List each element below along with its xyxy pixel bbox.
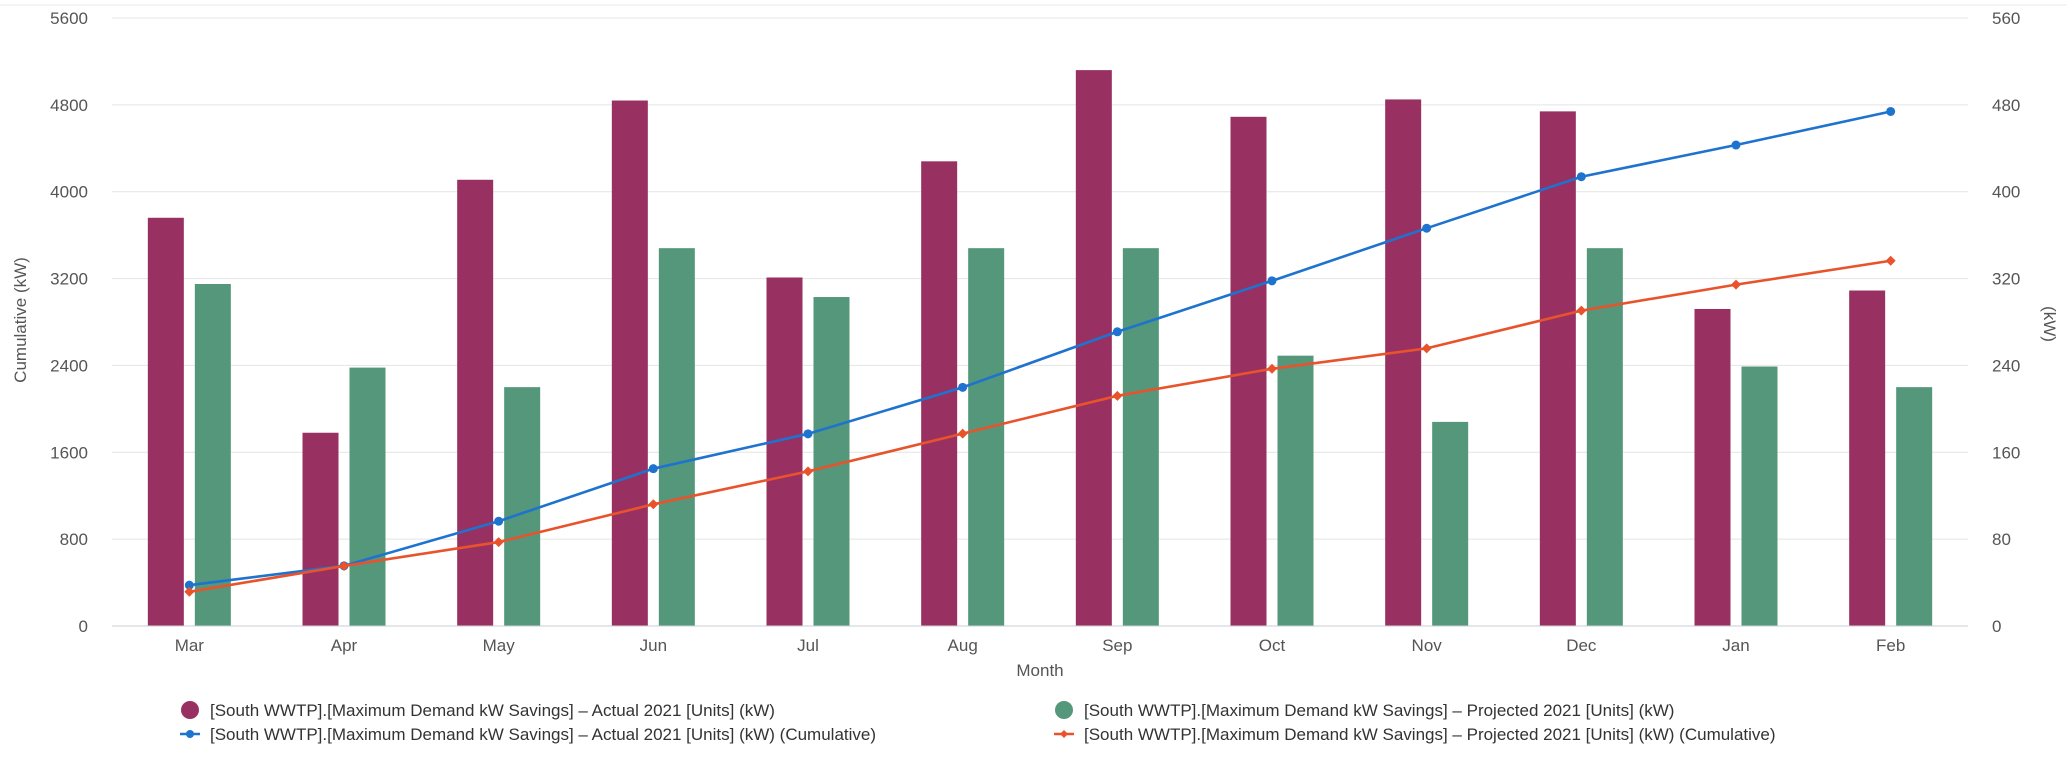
x-tick-label: Mar <box>175 636 205 655</box>
x-tick-label: Feb <box>1876 636 1905 655</box>
line-point <box>648 464 658 474</box>
line-point <box>648 499 659 510</box>
y-right-tick-label: 320 <box>1992 270 2020 289</box>
line-point <box>494 516 504 526</box>
x-tick-label: Nov <box>1412 636 1443 655</box>
line-point <box>957 428 968 439</box>
x-tick-label: Dec <box>1566 636 1597 655</box>
bar <box>968 248 1005 626</box>
y-axis-left-title: Cumulative (kW) <box>11 257 30 383</box>
x-tick-label: Sep <box>1102 636 1132 655</box>
y-right-tick-label: 0 <box>1992 617 2001 636</box>
bar <box>1694 308 1731 626</box>
axes: 0 0 800 80 1600 160 2400 240 3200 320 4000 400 4800 4… <box>50 9 2020 655</box>
x-tick-label: Jan <box>1722 636 1749 655</box>
line-point <box>1267 363 1277 374</box>
line-point <box>1885 255 1896 266</box>
bar <box>1849 290 1886 626</box>
legend-marker <box>181 701 199 719</box>
bar <box>302 432 339 626</box>
series-line <box>189 259 1891 594</box>
y-left-tick-label: 0 <box>79 617 88 636</box>
line-point <box>184 580 194 590</box>
y-axis-right-title: (kW) <box>2040 306 2059 342</box>
line-point <box>184 586 195 597</box>
legend-symbol <box>1054 730 1074 738</box>
legend-label: [South WWTP].[Maximum Demand kW Savings]… <box>210 701 775 720</box>
bar <box>1539 111 1576 626</box>
line-point <box>1421 343 1432 354</box>
y-left-tick-label: 800 <box>60 530 88 549</box>
y-left-tick-label: 3200 <box>50 270 88 289</box>
legend-label: [South WWTP].[Maximum Demand kW Savings]… <box>1084 725 1776 744</box>
line-point <box>1731 140 1741 150</box>
line-point <box>1731 279 1741 290</box>
bar <box>457 179 494 626</box>
line-point <box>803 466 813 477</box>
line-point <box>1576 305 1587 316</box>
line-point <box>1112 327 1122 337</box>
x-tick-label: May <box>483 636 516 655</box>
y-left-tick-label: 2400 <box>50 356 88 375</box>
x-tick-label: Aug <box>948 636 978 655</box>
y-right-tick-label: 80 <box>1992 530 2011 549</box>
line-point <box>1422 223 1432 233</box>
legend-symbol <box>180 730 200 738</box>
y-left-tick-label: 1600 <box>50 443 88 462</box>
legend: [South WWTP].[Maximum Demand kW Savings]… <box>180 701 1776 744</box>
bar <box>1741 366 1778 626</box>
y-left-tick-label: 4800 <box>50 96 88 115</box>
legend-marker <box>1060 730 1068 738</box>
line-point <box>1267 276 1277 286</box>
legend-marker <box>1055 701 1073 719</box>
x-axis-title: Month <box>1016 661 1063 680</box>
x-tick-label: Apr <box>331 636 358 655</box>
y-right-tick-label: 560 <box>1992 9 2020 28</box>
bar <box>194 284 231 626</box>
line-point <box>958 382 968 392</box>
bar-marks <box>147 70 1933 627</box>
line-point <box>1112 390 1123 401</box>
line-point <box>1576 172 1586 182</box>
line-point <box>339 560 349 571</box>
line-point <box>493 537 504 548</box>
x-tick-label: Jul <box>797 636 819 655</box>
legend-symbol <box>1055 701 1073 719</box>
bar <box>147 217 184 626</box>
bar <box>1896 387 1933 626</box>
bar <box>766 277 803 626</box>
series-line <box>189 110 1891 587</box>
gridlines <box>112 17 1968 627</box>
y-left-tick-label: 4000 <box>50 183 88 202</box>
y-right-tick-label: 240 <box>1992 356 2020 375</box>
y-right-tick-label: 160 <box>1992 443 2020 462</box>
bar <box>1385 99 1422 626</box>
y-right-tick-label: 400 <box>1992 183 2020 202</box>
x-tick-label: Jun <box>640 636 667 655</box>
y-right-tick-label: 480 <box>1992 96 2020 115</box>
legend-marker <box>186 730 194 738</box>
legend-label: [South WWTP].[Maximum Demand kW Savings]… <box>210 725 876 744</box>
bar <box>349 367 386 626</box>
bar <box>1277 355 1314 626</box>
bar <box>1075 70 1112 627</box>
line-point <box>1886 106 1896 116</box>
line-point <box>803 429 813 439</box>
bar <box>504 387 541 626</box>
line-marks <box>184 106 1896 597</box>
legend-symbol <box>181 701 199 719</box>
bar <box>1432 421 1469 626</box>
legend-label: [South WWTP].[Maximum Demand kW Savings]… <box>1084 701 1674 720</box>
bar <box>658 248 695 626</box>
bar <box>1586 248 1623 626</box>
x-tick-label: Oct <box>1259 636 1286 655</box>
y-left-tick-label: 5600 <box>50 9 88 28</box>
bar <box>1122 248 1159 626</box>
bar <box>611 100 648 626</box>
